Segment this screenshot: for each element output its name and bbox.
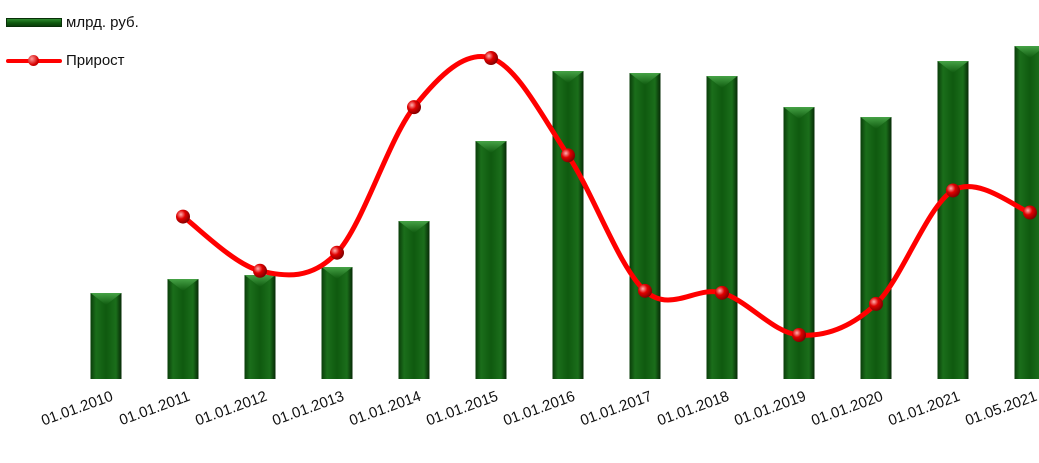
- bar-cap: [706, 76, 738, 88]
- bar-cap: [321, 267, 353, 279]
- bar-cap: [398, 221, 430, 233]
- x-tick-label: 01.01.2018: [655, 388, 731, 430]
- x-tick-label: 01.01.2016: [501, 388, 577, 430]
- line-point-01.05.2021: [1023, 205, 1037, 220]
- line-point-01.01.2021: [946, 183, 960, 198]
- bar-01.01.2018: [706, 76, 738, 379]
- x-tick-label: 01.01.2019: [732, 388, 808, 430]
- x-tick-label: 01.01.2012: [193, 388, 269, 430]
- line-point-01.01.2016: [561, 148, 575, 163]
- line-point-01.01.2017: [638, 283, 652, 298]
- bar-cap: [783, 107, 815, 119]
- bar-01.01.2011: [167, 279, 199, 379]
- x-tick-label: 01.01.2011: [117, 388, 192, 429]
- line-point-01.01.2020: [869, 296, 883, 311]
- bar-cap: [244, 275, 276, 287]
- bar-cap: [475, 141, 507, 153]
- bar-01.01.2013: [321, 267, 353, 379]
- bars-layer: [90, 46, 1039, 379]
- bar-cap: [90, 293, 122, 305]
- legend-item-line: Прирост: [6, 52, 125, 69]
- bar-body: [629, 73, 661, 379]
- legend-item-bars: млрд. руб.: [6, 14, 139, 31]
- legend-line-swatch: [6, 54, 62, 66]
- x-axis-ticks: 01.01.2010 01.01.2011 01.01.2012 01.01.2013…: [39, 388, 1039, 430]
- x-tick-label: 01.05.2021: [963, 388, 1039, 430]
- bar-01.01.2020: [860, 117, 892, 379]
- bar-body: [398, 221, 430, 379]
- bar-cap: [167, 279, 199, 291]
- bar-01.01.2014: [398, 221, 430, 379]
- line-layer: [176, 51, 1037, 342]
- bar-cap: [937, 61, 969, 73]
- bar-body: [860, 117, 892, 379]
- bar-cap: [552, 71, 584, 83]
- bar-01.01.2010: [90, 293, 122, 379]
- line-point-01.01.2012: [253, 263, 267, 278]
- bar-body: [937, 61, 969, 379]
- bar-body: [244, 275, 276, 379]
- bar-01.01.2012: [244, 275, 276, 379]
- bar-01.01.2015: [475, 141, 507, 379]
- bar-cap: [1014, 46, 1039, 58]
- bar-cap: [860, 117, 892, 129]
- line-point-01.01.2018: [715, 285, 729, 300]
- line-point-01.01.2014: [407, 100, 421, 115]
- bar-body: [706, 76, 738, 379]
- line-point-01.01.2011: [176, 209, 190, 224]
- legend-line-label: Прирост: [66, 52, 125, 69]
- bar-body: [321, 267, 353, 379]
- x-tick-label: 01.01.2017: [578, 388, 654, 430]
- bar-body: [167, 279, 199, 379]
- x-tick-label: 01.01.2013: [270, 388, 346, 430]
- bar-body: [90, 293, 122, 379]
- bar-body: [552, 71, 584, 379]
- bar-01.01.2016: [552, 71, 584, 379]
- x-tick-label: 01.01.2020: [809, 388, 885, 430]
- x-tick-label: 01.01.2015: [424, 388, 500, 430]
- line-point-01.01.2015: [484, 51, 498, 65]
- bar-body: [475, 141, 507, 379]
- bar-01.01.2021: [937, 61, 969, 379]
- bar-01.01.2017: [629, 73, 661, 379]
- growth-line: [180, 54, 1033, 338]
- x-tick-label: 01.01.2021: [886, 388, 962, 430]
- line-point-01.01.2019: [792, 328, 806, 342]
- x-tick-label: 01.01.2014: [347, 388, 423, 430]
- x-tick-label: 01.01.2010: [39, 388, 115, 430]
- line-point-01.01.2013: [330, 245, 344, 260]
- legend-bar-label: млрд. руб.: [66, 14, 139, 31]
- bar-cap: [629, 73, 661, 85]
- legend-bar-swatch: [6, 18, 62, 27]
